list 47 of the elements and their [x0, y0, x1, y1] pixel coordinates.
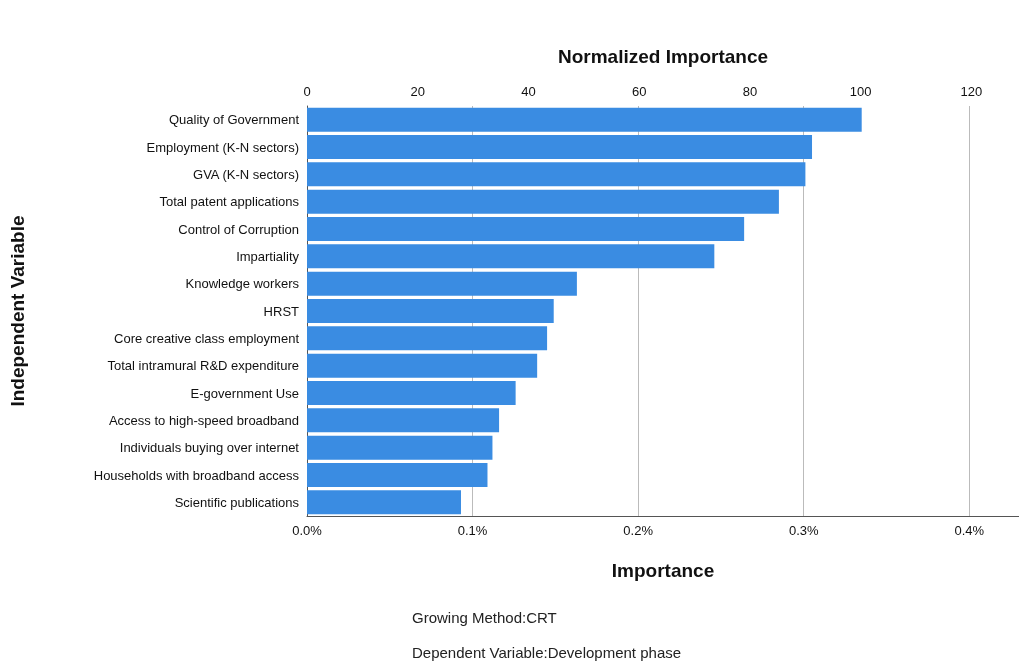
y-tick-label: Access to high-speed broadband	[108, 412, 299, 428]
bar	[307, 298, 554, 324]
x2-tick-label: 60	[631, 84, 647, 99]
bar	[307, 326, 548, 351]
y-tick-label: Households with broadband access	[93, 467, 300, 483]
y-tick-label: Total intramural R&D expenditure	[107, 358, 299, 374]
bar	[307, 353, 538, 378]
bar	[307, 162, 806, 187]
y-tick-label: Total patent applications	[159, 194, 300, 210]
x2-axis-title: Normalized Importance	[557, 46, 769, 67]
x-tick-label: 0.3%	[788, 523, 819, 538]
x2-tick-label: 40	[521, 84, 536, 99]
text: Growing Method:CRT	[412, 609, 557, 626]
bar	[307, 380, 516, 406]
bar	[307, 490, 461, 515]
x2-tick-label: 120	[960, 84, 983, 99]
y-tick-label: Knowledge workers	[185, 276, 300, 292]
text: Dependent Variable:Development phase	[412, 644, 682, 661]
y-tick-label: Quality of Government	[168, 112, 300, 128]
bar	[307, 107, 862, 132]
x-tick-label: 0.4%	[954, 523, 985, 538]
bar	[307, 462, 488, 488]
bar	[307, 189, 779, 214]
x2-tick-label: 80	[742, 84, 758, 99]
y-tick-label: Scientific publications	[174, 494, 300, 510]
bar	[307, 216, 745, 242]
y-tick-label: E-government Use	[190, 385, 299, 401]
bar	[307, 244, 715, 269]
x-tick-label: 0.2%	[623, 523, 654, 538]
y-tick-label: Control of Corruption	[178, 221, 299, 237]
bar	[307, 435, 493, 460]
y-tick-label: GVA (K-N sectors)	[193, 166, 299, 182]
bar	[307, 134, 813, 160]
x-axis-title: Importance	[611, 560, 715, 581]
x-tick-label: 0.1%	[457, 523, 488, 538]
x2-tick-label: 100	[849, 84, 872, 99]
y-tick-label: Core creative class employment	[114, 330, 300, 346]
bar	[307, 408, 500, 433]
y-axis-title: Independent Variable	[7, 215, 28, 407]
x2-tick-label: 0	[303, 84, 311, 99]
bar	[307, 271, 577, 296]
y-tick-label: Impartiality	[236, 248, 300, 264]
y-tick-label: Employment (K-N sectors)	[146, 139, 299, 155]
x2-tick-label: 20	[410, 84, 425, 99]
y-tick-label: Individuals buying over internet	[119, 440, 300, 456]
x-tick-label: 0.0%	[292, 523, 323, 538]
y-tick-label: HRST	[263, 303, 300, 319]
